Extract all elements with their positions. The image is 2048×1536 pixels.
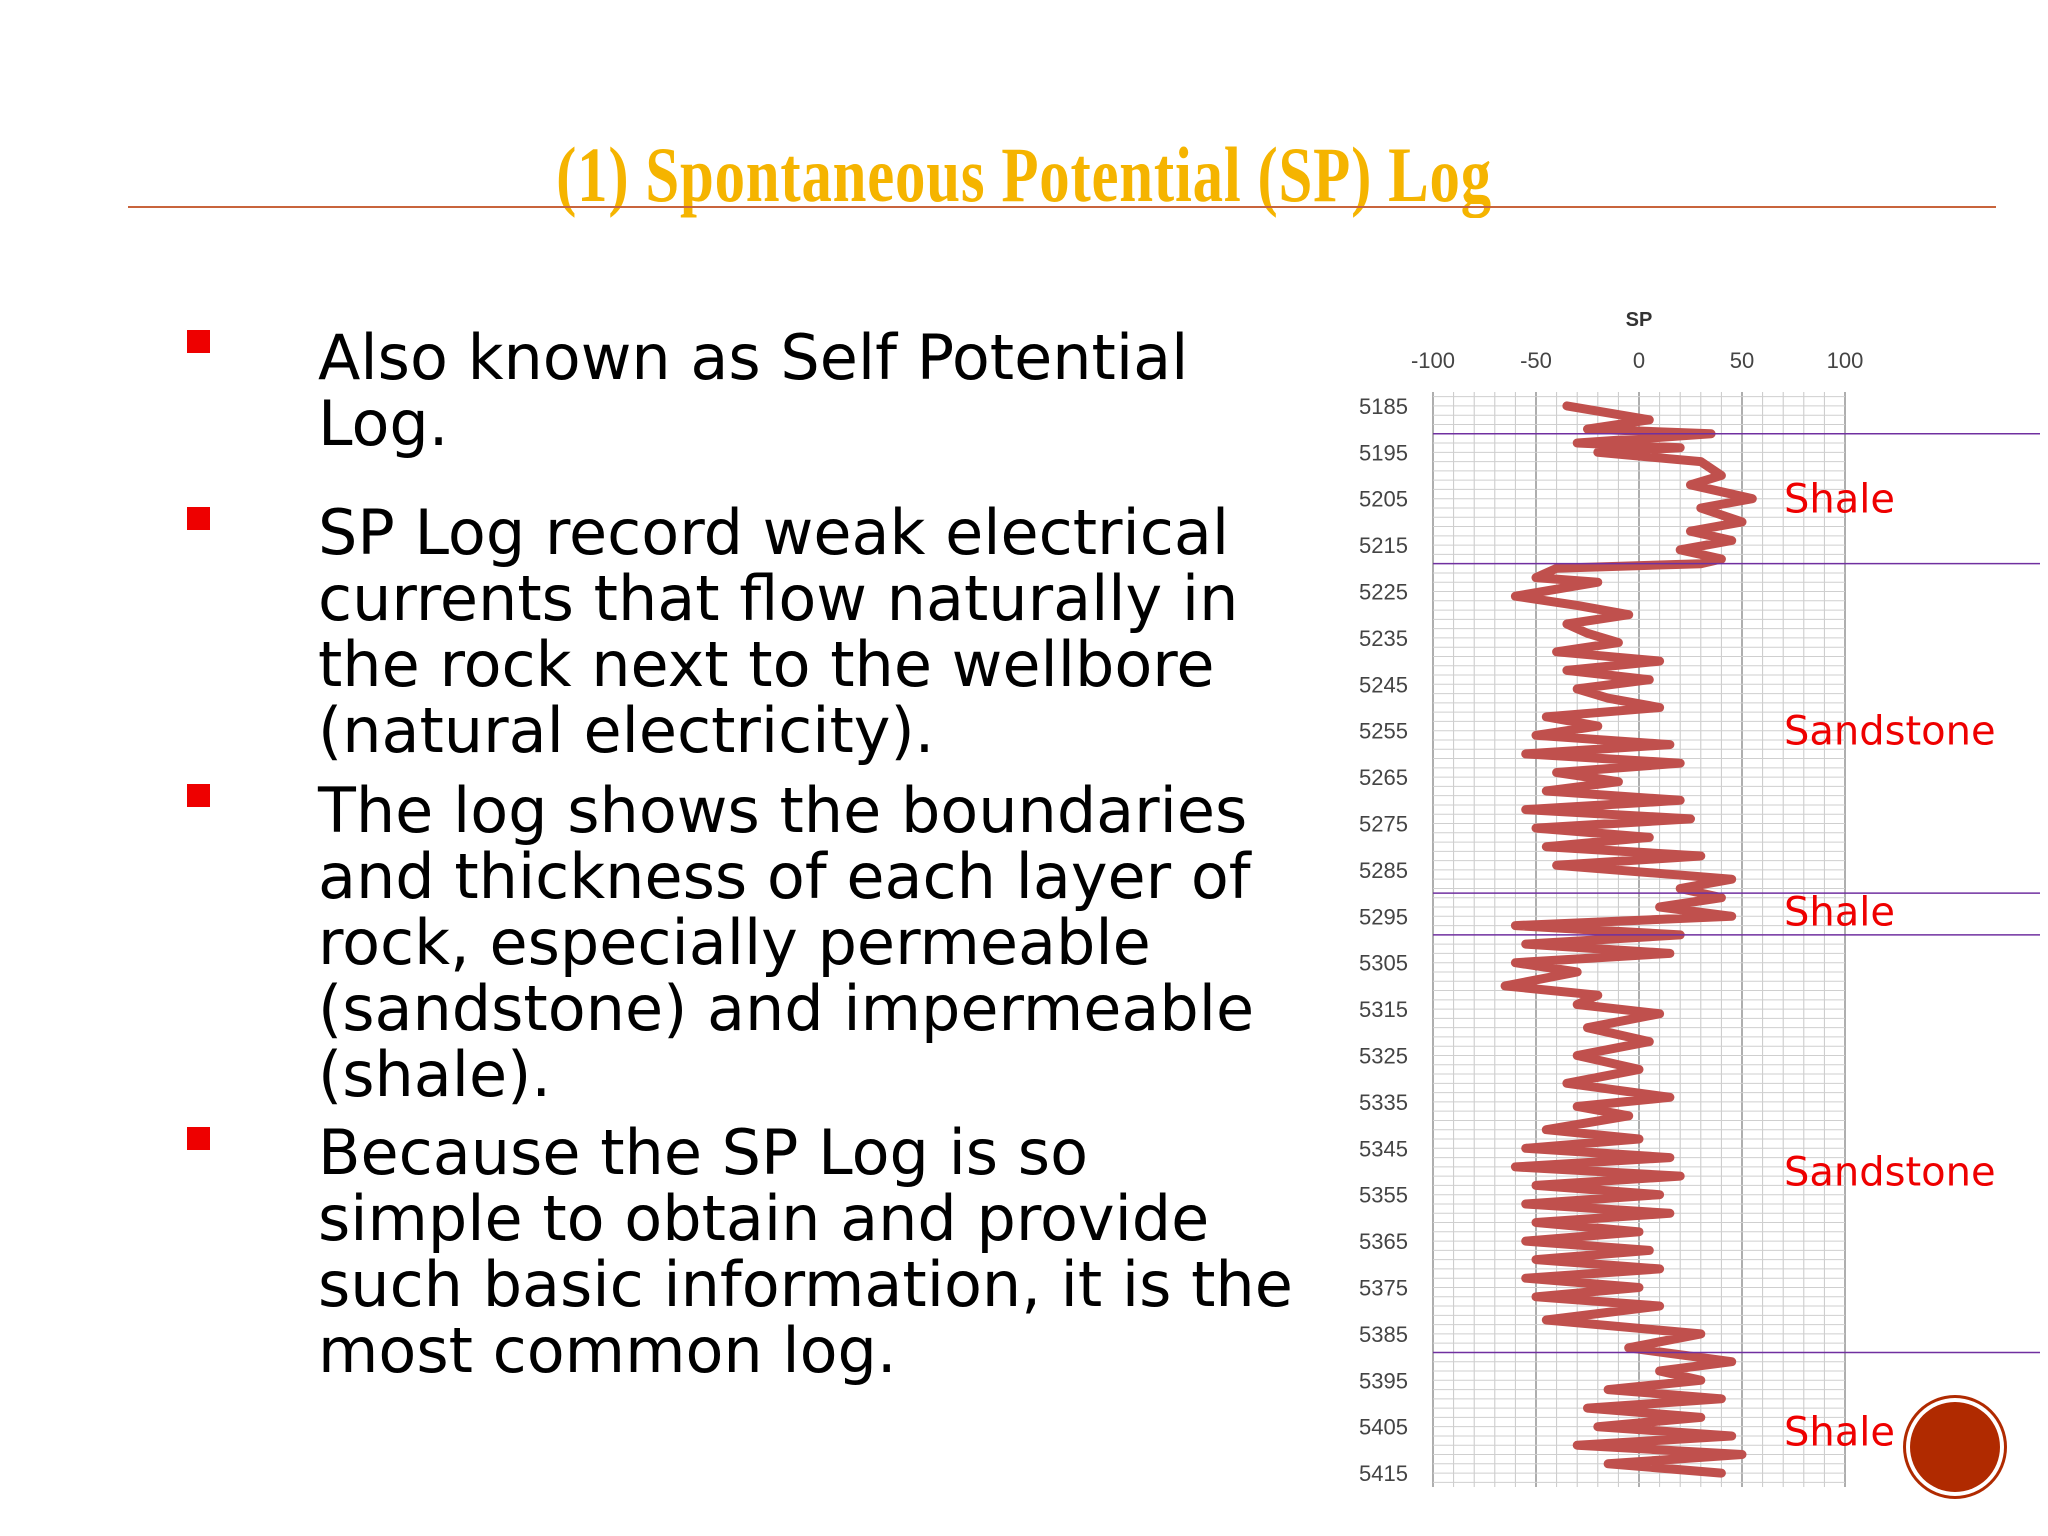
bullet-text: SP Log record weak electrical currents t… <box>318 496 1239 767</box>
y-tick-label: 5325 <box>1359 1043 1408 1068</box>
bullet-text: Also known as Self Potential Log. <box>318 321 1189 460</box>
bullet-marker-icon <box>187 784 210 807</box>
y-tick-label: 5195 <box>1359 440 1408 465</box>
lithology-label: Shale <box>1784 1409 1895 1455</box>
lithology-label: Sandstone <box>1784 1149 1996 1195</box>
bullet-marker-icon <box>187 507 210 530</box>
bullet-text: The log shows the boundaries and thickne… <box>318 774 1255 1111</box>
x-tick-label: -50 <box>1520 348 1552 373</box>
y-tick-label: 5385 <box>1359 1322 1408 1347</box>
y-tick-label: 5215 <box>1359 533 1408 558</box>
lithology-label: Shale <box>1784 890 1895 936</box>
y-tick-label: 5315 <box>1359 997 1408 1022</box>
y-tick-label: 5205 <box>1359 487 1408 512</box>
lithology-label: Sandstone <box>1784 709 1996 755</box>
bullet-text: Because the SP Log is so simple to obtai… <box>318 1116 1293 1387</box>
y-tick-label: 5255 <box>1359 719 1408 744</box>
y-tick-label: 5305 <box>1359 951 1408 976</box>
sp-log-trace <box>1500 401 1757 1478</box>
y-tick-label: 5405 <box>1359 1415 1408 1440</box>
y-tick-label: 5275 <box>1359 812 1408 837</box>
y-tick-label: 5415 <box>1359 1461 1408 1486</box>
y-tick-label: 5285 <box>1359 858 1408 883</box>
y-tick-label: 5245 <box>1359 672 1408 697</box>
lithology-label: Shale <box>1784 477 1895 523</box>
y-tick-label: 5355 <box>1359 1183 1408 1208</box>
x-tick-label: -100 <box>1411 348 1455 373</box>
y-tick-label: 5265 <box>1359 765 1408 790</box>
y-tick-label: 5235 <box>1359 626 1408 651</box>
slide-logo-icon <box>1910 1402 2000 1492</box>
y-tick-label: 5185 <box>1359 394 1408 419</box>
x-tick-label: 50 <box>1730 348 1754 373</box>
sp-log-chart: SP -100 -50 0 50 100 5185 5195 5205 5215 5225 5235 5… <box>1359 309 2040 1487</box>
chart-title: SP <box>1626 309 1653 331</box>
title-divider <box>128 206 1996 208</box>
y-tick-label: 5335 <box>1359 1090 1408 1115</box>
bullet-marker-icon <box>187 1127 210 1150</box>
x-tick-label: 0 <box>1633 348 1645 373</box>
y-tick-label: 5345 <box>1359 1136 1408 1161</box>
y-tick-label: 5365 <box>1359 1229 1408 1254</box>
bullet-marker-icon <box>187 330 210 353</box>
slide-title: (1) Spontaneous Potential (SP) Log <box>556 131 1492 218</box>
y-tick-label: 5225 <box>1359 580 1408 605</box>
y-tick-label: 5395 <box>1359 1368 1408 1393</box>
y-tick-label: 5295 <box>1359 904 1408 929</box>
y-tick-label: 5375 <box>1359 1275 1408 1300</box>
x-tick-label: 100 <box>1827 348 1864 373</box>
